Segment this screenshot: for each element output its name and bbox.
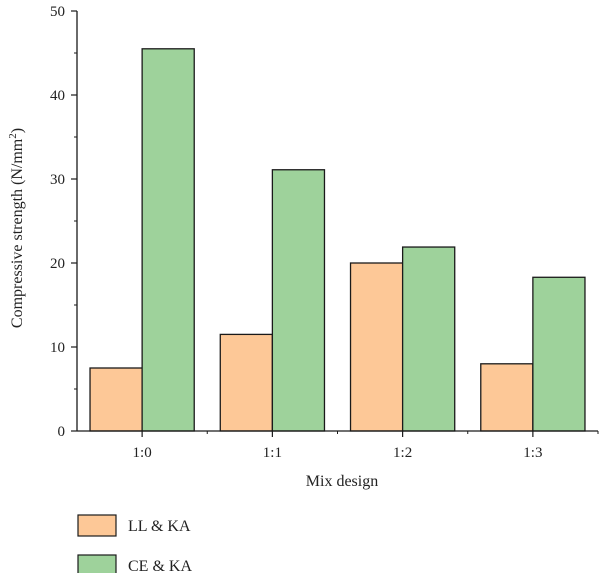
y-tick-label: 40: [50, 88, 65, 104]
legend-swatch-ce-ka: [77, 554, 117, 573]
y-tick-label: 10: [50, 340, 65, 356]
y-tick-label: 30: [50, 172, 65, 188]
bar-ll-ka-1-3: [480, 363, 534, 432]
y-tick-label: 0: [58, 424, 66, 440]
legend-label-ce-ka: CE & KA: [128, 558, 192, 573]
x-axis: 1:0 1:1 1:2 1:3: [77, 430, 599, 461]
plot-area: [89, 48, 586, 432]
bar-ce-ka-1-1: [271, 169, 326, 432]
y-axis: 0 10 20 30 40 50: [50, 4, 78, 440]
legend-swatch-ll-ka: [77, 514, 117, 537]
bar-ll-ka-1-1: [219, 333, 274, 432]
bar-ce-ka-1-2: [401, 246, 456, 432]
y-tick-label: 50: [50, 4, 65, 20]
y-axis-title: Compressive strength (N/mm2): [7, 128, 26, 328]
x-tick-label: 1:3: [523, 445, 542, 461]
x-tick-label: 1:1: [263, 445, 282, 461]
bar-ll-ka-1-0: [89, 367, 143, 432]
x-tick-label: 1:2: [393, 445, 412, 461]
bar-ll-ka-1-2: [349, 262, 404, 432]
bar-ce-ka-1-3: [532, 276, 586, 432]
legend-label-ll-ka: LL & KA: [128, 518, 191, 535]
x-axis-title: Mix design: [306, 473, 378, 490]
bar-ce-ka-1-0: [141, 48, 195, 432]
x-tick-label: 1:0: [133, 445, 152, 461]
legend: LL & KA CE & KA: [77, 514, 192, 573]
y-tick-label: 20: [50, 256, 65, 272]
